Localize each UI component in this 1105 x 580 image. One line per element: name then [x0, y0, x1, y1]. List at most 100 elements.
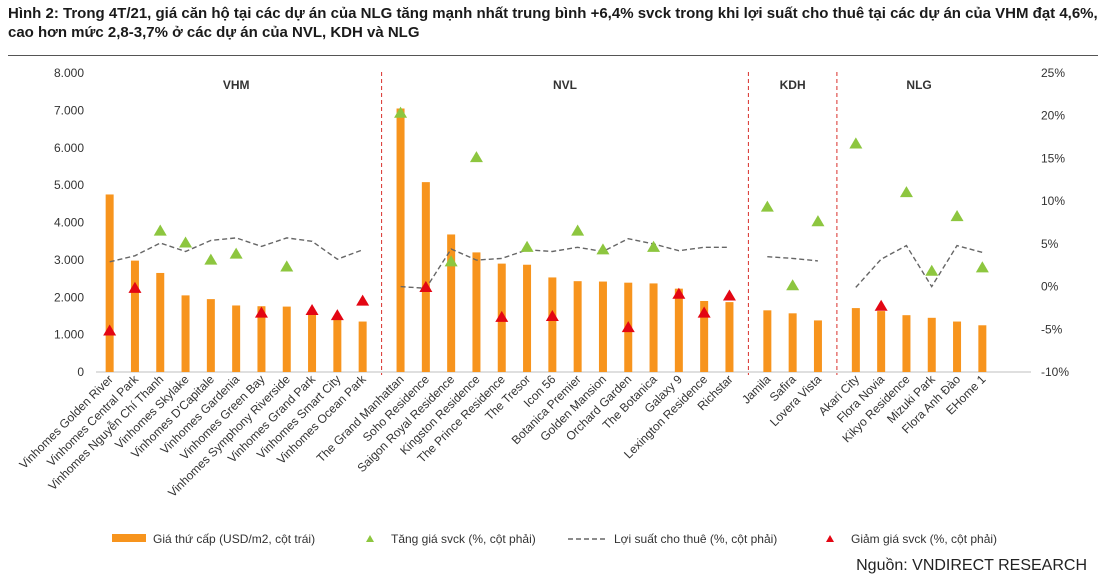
left-axis-tick-label: 1.000: [54, 328, 84, 342]
bar: [763, 310, 772, 372]
bar: [130, 260, 139, 372]
bar: [105, 194, 114, 372]
bar: [358, 321, 367, 372]
bar: [902, 315, 911, 372]
increase-marker: [760, 200, 774, 212]
bar: [598, 281, 607, 372]
right-axis-tick-label: -10%: [1041, 365, 1069, 379]
bar: [333, 318, 342, 372]
left-axis-tick-label: 8.000: [54, 66, 84, 80]
left-axis-tick-label: 0: [77, 365, 84, 379]
decrease-marker: [128, 281, 142, 293]
group-label: NLG: [906, 78, 931, 92]
legend-swatch-increase: [366, 535, 374, 542]
increase-marker: [179, 236, 193, 248]
legend-label-yield: Lợi suất cho thuê (%, cột phải): [614, 532, 777, 546]
bar: [649, 283, 658, 372]
increase-marker: [647, 240, 661, 252]
right-axis-tick-label: 10%: [1041, 194, 1065, 208]
increase-marker: [899, 186, 913, 198]
left-axis-tick-label: 4.000: [54, 216, 84, 230]
decrease-marker: [356, 294, 370, 306]
yield-line: [109, 237, 363, 263]
decrease-marker: [305, 303, 319, 316]
figure-title: Hình 2: Trong 4T/21, giá căn hộ tại các …: [8, 5, 1098, 41]
legend-label-price: Giá thứ cấp (USD/m2, cột trái): [153, 532, 315, 546]
increase-marker: [950, 210, 964, 222]
group-label: VHM: [223, 78, 250, 92]
right-axis-tick-label: 20%: [1041, 109, 1065, 123]
increase-marker: [520, 240, 534, 252]
decrease-marker: [495, 310, 509, 322]
bar: [206, 299, 215, 372]
bar: [573, 281, 582, 372]
increase-marker: [469, 151, 483, 163]
increase-marker: [571, 224, 585, 236]
increase-marker: [229, 247, 243, 259]
decrease-marker: [103, 324, 117, 336]
increase-marker: [596, 243, 610, 255]
bar: [396, 108, 405, 372]
decrease-marker: [419, 280, 433, 292]
left-axis-tick-label: 3.000: [54, 253, 84, 267]
legend-label-decrease: Giảm giá svck (%, cột phải): [851, 532, 997, 546]
left-axis-tick-label: 6.000: [54, 141, 84, 155]
decrease-marker: [672, 287, 686, 299]
bar: [788, 313, 797, 372]
bar: [953, 321, 962, 372]
increase-marker: [204, 253, 218, 265]
legend-swatch-price: [112, 534, 146, 542]
bar: [548, 277, 557, 372]
right-axis-tick-label: 25%: [1041, 66, 1065, 80]
yield-line: [400, 237, 730, 290]
source-note: Nguồn: VNDIRECT RESEARCH: [856, 557, 1087, 574]
right-axis-tick-label: 0%: [1041, 280, 1059, 294]
decrease-marker: [254, 306, 268, 318]
bar: [308, 312, 317, 372]
group-label: NVL: [553, 78, 577, 92]
decrease-marker: [545, 309, 559, 322]
decrease-marker: [722, 289, 736, 301]
bar: [978, 325, 987, 372]
increase-marker: [280, 260, 294, 272]
increase-marker: [786, 279, 800, 291]
legend-label-increase: Tăng giá svck (%, cột phải): [391, 532, 536, 546]
left-axis-tick-label: 5.000: [54, 178, 84, 192]
bar: [472, 252, 481, 372]
yield-line: [767, 256, 818, 262]
increase-marker: [394, 106, 408, 118]
bar: [725, 302, 734, 372]
left-axis-tick-label: 7.000: [54, 103, 84, 117]
bar: [232, 305, 241, 372]
bar: [813, 320, 822, 372]
increase-marker: [444, 255, 458, 267]
bar: [700, 300, 709, 372]
title-rule: [8, 55, 1098, 56]
yield-line: [855, 244, 983, 288]
bar: [181, 295, 190, 372]
decrease-marker: [330, 309, 344, 321]
bar: [421, 182, 430, 372]
increase-marker: [811, 215, 825, 227]
bar: [927, 317, 936, 372]
bar: [674, 288, 683, 372]
bar: [257, 306, 266, 372]
increase-marker: [925, 264, 939, 276]
bar: [523, 264, 532, 372]
legend-swatch-decrease: [826, 535, 834, 542]
decrease-marker: [874, 299, 888, 311]
category-label: Jamila: [739, 372, 774, 407]
bar: [851, 308, 860, 372]
right-axis-tick-label: 5%: [1041, 237, 1059, 251]
bar: [282, 306, 291, 372]
bar: [156, 272, 165, 372]
increase-marker: [849, 137, 863, 149]
bar: [877, 311, 886, 372]
increase-marker: [153, 224, 167, 236]
left-axis-tick-label: 2.000: [54, 290, 84, 304]
group-label: KDH: [780, 78, 806, 92]
right-axis-tick-label: -5%: [1041, 322, 1063, 336]
increase-marker: [975, 261, 989, 273]
bar: [447, 234, 456, 372]
